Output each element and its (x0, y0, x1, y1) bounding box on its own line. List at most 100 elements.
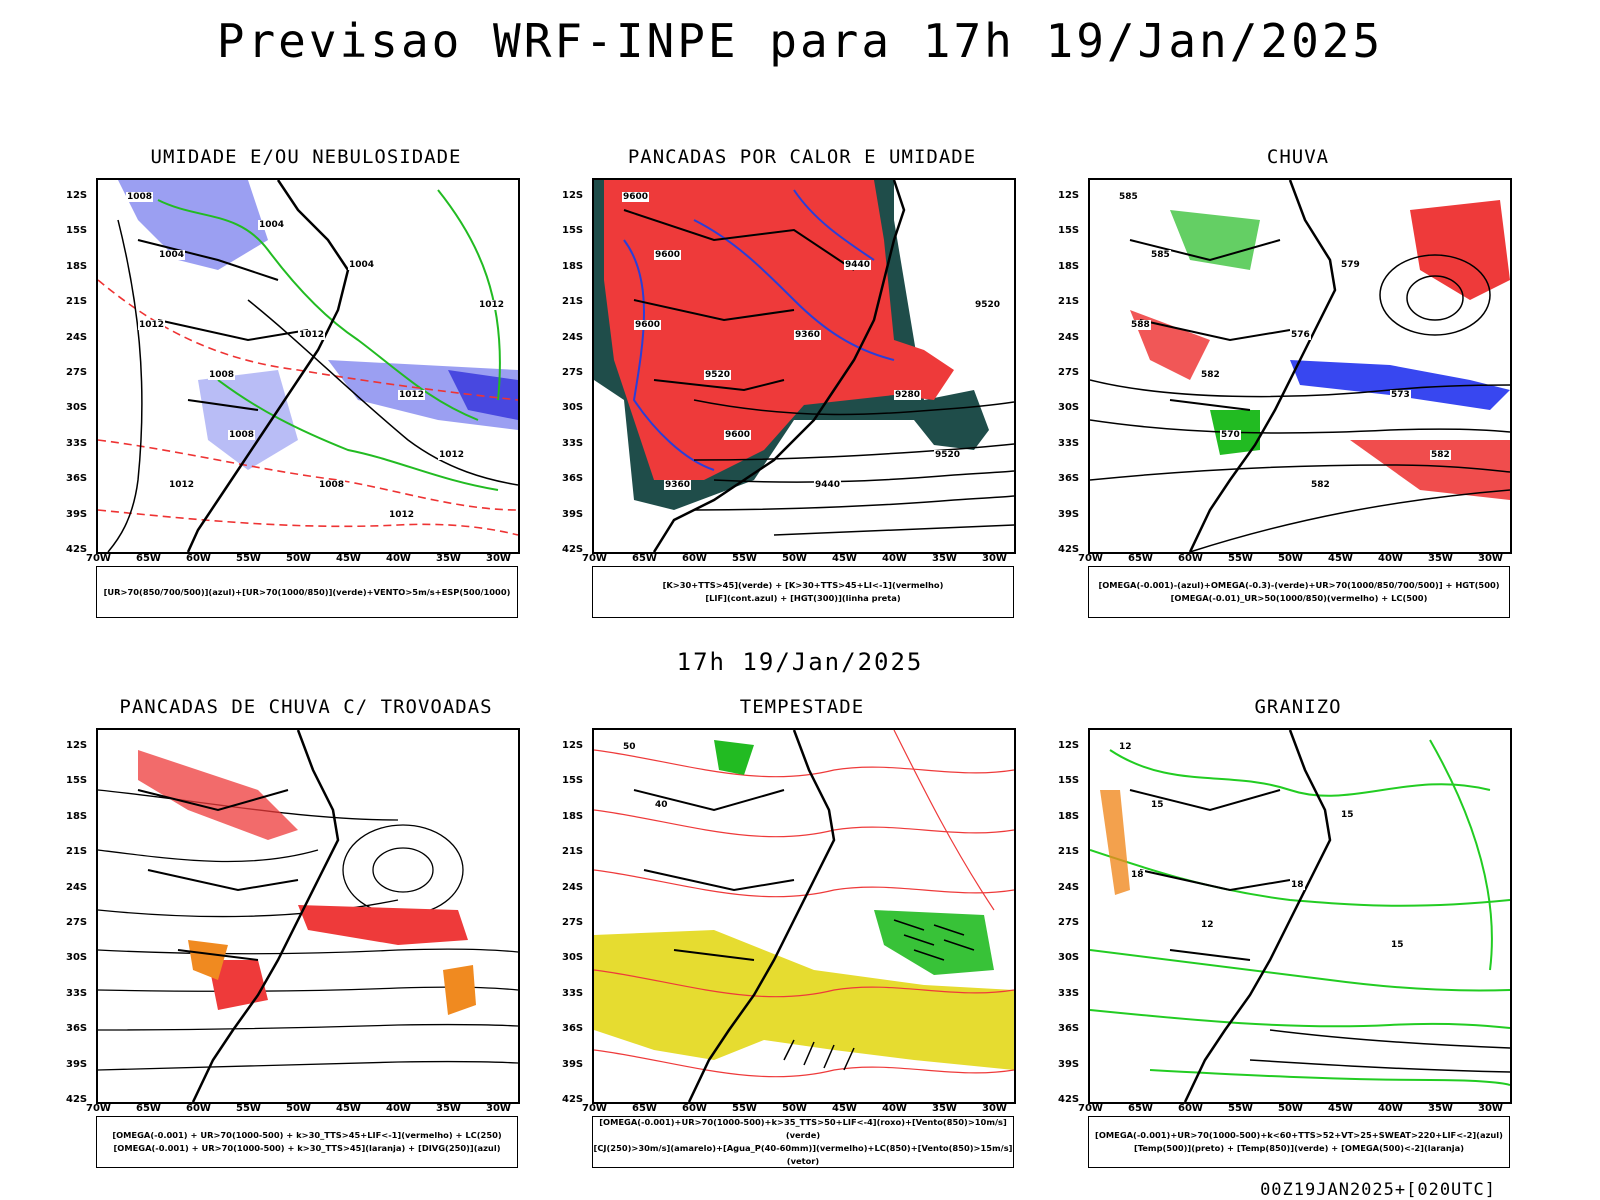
border-line (137, 789, 299, 961)
latitude-tick-label: 33S (562, 437, 584, 449)
yellow-jet-area (594, 930, 1014, 1070)
contour-value-label: 573 (1390, 390, 1411, 400)
latitude-tick-label: 15S (1058, 775, 1080, 787)
map-granizo-layers (1090, 730, 1510, 1102)
longitude-tick-label: 40W (386, 1103, 411, 1114)
longitude-tick-label: 55W (732, 553, 757, 564)
map-umidade-layers (98, 180, 518, 552)
panel-title-pancadas-trovoadas: PANCADAS DE CHUVA C/ TROVOADAS (119, 696, 493, 718)
latitude-tick-label: 27S (562, 917, 584, 928)
longitude-tick-label: 60W (682, 1103, 707, 1114)
latitude-tick-label: 18S (66, 810, 88, 822)
longitude-tick-label: 70W (1078, 1103, 1103, 1114)
map-chuva: 585 585 588 582 579 576 573 570 582 582 (1088, 178, 1512, 554)
blue-humidity-area (118, 180, 268, 270)
latitude-tick-label: 24S (66, 881, 88, 893)
longitude-tick-label: 50W (286, 1103, 311, 1114)
red-storm-area (208, 960, 268, 1010)
red-rain-area (1410, 200, 1510, 300)
latitude-tick-label: 24S (562, 881, 584, 893)
latitude-tick-label: 15S (562, 775, 584, 787)
border-line (1129, 789, 1291, 961)
hgt-contour (713, 470, 1014, 483)
legend-pancadas-calor: [K>30+TTS>45](verde) + [K>30+TTS>45+LI<-… (592, 566, 1014, 618)
longitude-tick-label: 60W (1178, 1103, 1203, 1114)
high-pressure-contour (1406, 275, 1464, 321)
contour-value-label: 9440 (814, 480, 842, 490)
hgt-contour (693, 443, 1014, 461)
contour-value-label: 9520 (974, 300, 1002, 310)
legend-line: [UR>70(850/700/500)](azul)+[UR>70(1000/8… (103, 586, 511, 597)
longitude-tick-label: 35W (436, 1103, 461, 1114)
red-contour (594, 809, 1014, 838)
blue-lif-contour (693, 219, 895, 361)
longitude-tick-label: 60W (682, 553, 707, 564)
latitude-tick-label: 36S (1058, 1023, 1080, 1035)
contour-value-label: 582 (1430, 450, 1451, 460)
longitude-tick-label: 55W (1228, 1103, 1253, 1114)
longitude-tick-label: 35W (1428, 553, 1453, 564)
longitude-tick-label: 45W (336, 553, 361, 564)
longitude-tick-label: 35W (436, 553, 461, 564)
latitude-tick-label: 30S (562, 952, 584, 964)
latitude-tick-label: 12S (66, 190, 88, 201)
latitude-tick-label: 18S (562, 810, 584, 822)
longitude-tick-label: 40W (882, 1103, 907, 1114)
latitude-tick-label: 15S (1058, 225, 1080, 237)
longitude-tick-label: 40W (882, 553, 907, 564)
pressure-contour (247, 299, 518, 486)
temp850-contour (1109, 749, 1491, 797)
latitude-tick-label: 21S (562, 846, 584, 858)
temp500-contour (1269, 1029, 1510, 1049)
latitude-tick-label: 21S (66, 846, 88, 858)
latitude-tick-label: 42S (562, 544, 584, 555)
latitude-tick-label: 33S (562, 987, 584, 999)
longitude-tick-label: 45W (832, 553, 857, 564)
latitude-tick-label: 27S (66, 917, 88, 928)
dark-blue-area (448, 370, 518, 420)
latitude-tick-label: 12S (1058, 740, 1080, 751)
latitude-tick-label: 30S (66, 952, 88, 964)
latitude-tick-label: 39S (1058, 1058, 1080, 1070)
coastline (652, 180, 906, 552)
contour-value-label: 18 (1130, 870, 1145, 880)
longitude-tick-label: 50W (1278, 553, 1303, 564)
orange-storm-area (443, 965, 476, 1015)
temp500-contour (1249, 1059, 1510, 1073)
green-omega-area (1170, 210, 1260, 270)
legend-line: [LIF](cont.azul) + [HGT(300)](linha pret… (705, 593, 901, 603)
streamline (98, 1023, 518, 1031)
latitude-tick-label: 36S (562, 473, 584, 485)
latitude-tick-label: 36S (1058, 473, 1080, 485)
longitude-tick-label: 30W (1478, 553, 1503, 564)
contour-value-label: 12 (1200, 920, 1215, 930)
border-line (623, 209, 855, 392)
longitude-tick-label: 50W (782, 553, 807, 564)
latitude-tick-label: 27S (1058, 367, 1080, 378)
latitude-tick-label: 42S (66, 544, 88, 555)
panel-title-pancadas-calor: PANCADAS POR CALOR E UMIDADE (627, 146, 977, 168)
longitude-tick-label: 50W (1278, 1103, 1303, 1114)
longitude-tick-label: 60W (186, 1103, 211, 1114)
red-storm-area (138, 750, 298, 840)
longitude-tick-label: 30W (486, 1103, 511, 1114)
latitude-tick-label: 12S (1058, 190, 1080, 201)
contour-value-label: 1008 (318, 480, 346, 490)
contour-value-label: 9280 (894, 390, 922, 400)
longitude-tick-label: 45W (1328, 553, 1353, 564)
contour-value-label: 1008 (208, 370, 236, 380)
map-pancadas-calor-layers (594, 180, 1014, 552)
legend-line: [OMEGA(-0.001)+UR>70(1000-500)+k<60+TTS>… (1095, 1130, 1503, 1140)
coastline (1188, 180, 1337, 552)
longitude-tick-label: 30W (1478, 1103, 1503, 1114)
red-contour (594, 969, 1014, 998)
longitude-tick-label: 45W (336, 1103, 361, 1114)
longitude-tick-label: 50W (782, 1103, 807, 1114)
temp850-contour (1090, 1009, 1510, 1029)
latitude-tick-label: 27S (66, 367, 88, 378)
longitude-tick-label: 35W (932, 553, 957, 564)
longitude-tick-label: 45W (1328, 1103, 1353, 1114)
latitude-tick-label: 15S (66, 775, 88, 787)
coastline (1183, 730, 1332, 1102)
wind-vector (893, 919, 975, 961)
